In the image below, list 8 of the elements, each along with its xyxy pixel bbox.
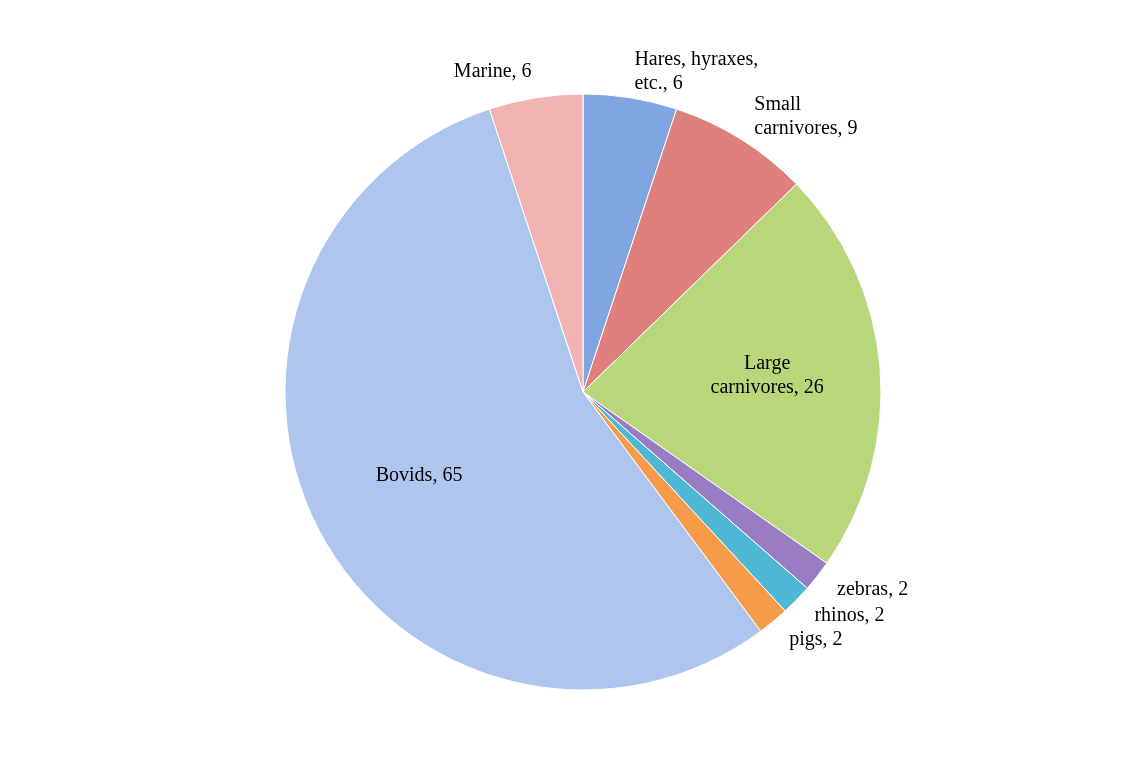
slice-label: zebras, 2 xyxy=(837,577,909,600)
slice-label: Bovids, 65 xyxy=(375,463,463,486)
slice-label: rhinos, 2 xyxy=(814,603,885,626)
slice-label: Small carnivores, 9 xyxy=(754,92,858,139)
slice-label: pigs, 2 xyxy=(789,626,843,650)
slice-label: Hares, hyraxes, etc., 6 xyxy=(634,47,759,94)
slice-label: Marine, 6 xyxy=(453,59,532,82)
slice-label: Large carnivores, 26 xyxy=(710,351,824,398)
